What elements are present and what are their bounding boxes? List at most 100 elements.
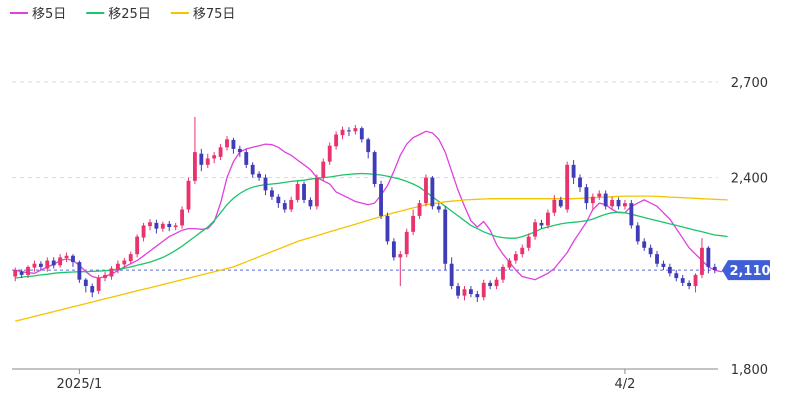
candle <box>391 238 396 261</box>
candle-body <box>135 236 140 255</box>
candle <box>475 290 480 303</box>
candle-body <box>507 260 512 268</box>
candle-body <box>160 223 165 229</box>
candle-body <box>154 222 159 229</box>
candle-body <box>411 215 416 232</box>
candle <box>385 212 390 245</box>
candle <box>481 279 486 301</box>
candle-body <box>257 173 262 178</box>
candle-body <box>302 183 306 200</box>
legend-label: 移5日 <box>32 7 66 22</box>
candle <box>122 257 127 268</box>
candle <box>623 199 627 210</box>
candle <box>372 150 377 188</box>
candle-body <box>26 266 30 275</box>
candle-body <box>494 279 499 287</box>
candle <box>456 282 460 299</box>
y-tick-label: 2,700 <box>731 76 768 91</box>
candle <box>173 222 178 231</box>
candle <box>276 194 281 208</box>
ma-line <box>15 130 728 281</box>
candle <box>411 209 416 236</box>
legend-label: 移25日 <box>108 7 151 22</box>
candle-body <box>148 222 152 227</box>
candle-body <box>449 263 454 287</box>
y-tick-label: 1,800 <box>731 363 768 378</box>
candle-body <box>391 241 396 258</box>
candle-body <box>565 164 570 210</box>
candle-body <box>404 231 409 255</box>
candle-body <box>38 263 43 267</box>
candle-body <box>71 255 75 263</box>
candle-body <box>205 158 210 165</box>
candle-body <box>225 139 229 148</box>
candle-body <box>590 196 595 204</box>
candle <box>128 251 133 265</box>
candle-body <box>347 130 351 132</box>
candle-body <box>648 247 653 255</box>
candle <box>430 176 435 210</box>
candle-body <box>693 274 698 287</box>
candle <box>449 257 454 290</box>
candle-body <box>353 128 358 132</box>
candle <box>674 270 679 282</box>
candle-body <box>642 241 647 248</box>
candle-body <box>327 145 332 162</box>
candle <box>192 116 197 184</box>
candle <box>26 265 30 279</box>
candle <box>488 280 493 290</box>
candle <box>533 219 538 240</box>
candle-body <box>334 134 339 147</box>
candle <box>545 209 550 229</box>
candle-body <box>475 294 480 298</box>
candle-body <box>687 282 692 287</box>
candle <box>83 278 88 293</box>
candle <box>693 273 698 293</box>
candle <box>661 260 666 271</box>
candle <box>250 162 255 178</box>
candle <box>160 221 165 232</box>
moving-average-layer <box>15 130 728 322</box>
candle <box>571 160 576 184</box>
candle-body <box>32 263 37 268</box>
x-tick-label: 2025/1 <box>57 377 103 392</box>
candle-body <box>372 152 377 184</box>
candle-body <box>616 199 621 207</box>
candle <box>103 271 107 282</box>
candle <box>417 199 422 220</box>
candle-body <box>122 260 127 265</box>
candle <box>205 153 210 169</box>
candle-body <box>379 183 383 216</box>
candle-body <box>321 161 326 178</box>
candle-body <box>276 196 281 204</box>
candle-body <box>680 278 685 283</box>
candle <box>520 244 525 258</box>
candle <box>115 260 120 274</box>
candle-body <box>462 289 467 296</box>
candle-body <box>513 254 518 261</box>
candle <box>19 269 24 279</box>
candle <box>655 250 659 267</box>
candle-body <box>218 147 223 157</box>
candle-body <box>571 164 576 178</box>
candle <box>398 250 403 287</box>
candle-body <box>173 225 178 228</box>
candle <box>282 199 287 213</box>
candle-body <box>167 223 172 228</box>
candle <box>462 286 467 301</box>
candle-body <box>398 254 403 258</box>
candle <box>135 234 140 258</box>
candle-body <box>180 209 185 226</box>
candle-body <box>552 199 557 213</box>
candle <box>590 193 595 210</box>
candle <box>597 190 602 200</box>
candle-body <box>64 255 69 258</box>
candle <box>642 238 647 251</box>
candle <box>186 177 191 213</box>
candle-body <box>19 271 24 275</box>
candle-body <box>340 129 345 136</box>
candle <box>353 124 358 135</box>
candle-body <box>141 225 146 238</box>
candle <box>154 219 159 234</box>
candlestick-layer <box>13 116 717 303</box>
